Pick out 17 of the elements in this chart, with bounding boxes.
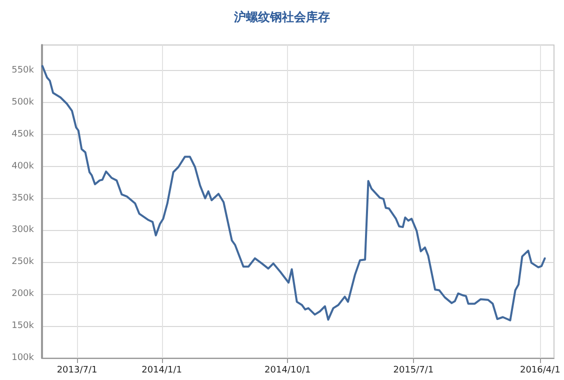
y-tick-label: 200k bbox=[12, 289, 35, 300]
y-tick-label: 500k bbox=[12, 97, 35, 108]
x-tick-label: 2014/10/1 bbox=[264, 366, 311, 376]
y-tick-label: 250k bbox=[12, 257, 35, 268]
x-tick-label: 2013/7/1 bbox=[56, 366, 98, 376]
x-tick-label: 2016/4/1 bbox=[520, 366, 560, 376]
y-tick-label: 300k bbox=[12, 225, 35, 236]
y-tick-label: 150k bbox=[12, 321, 35, 332]
y-tick-label: 350k bbox=[12, 193, 35, 204]
x-tick-label: 2015/7/1 bbox=[393, 366, 434, 376]
y-tick-label: 400k bbox=[12, 161, 35, 172]
x-tick-label: 2014/1/1 bbox=[142, 366, 182, 376]
y-tick-label: 550k bbox=[12, 66, 35, 76]
y-tick-label: 100k bbox=[12, 353, 35, 363]
line-series bbox=[41, 65, 546, 322]
y-tick-label: 450k bbox=[12, 129, 35, 140]
chart-title: 沪螺纹钢社会库存 bbox=[233, 10, 330, 24]
